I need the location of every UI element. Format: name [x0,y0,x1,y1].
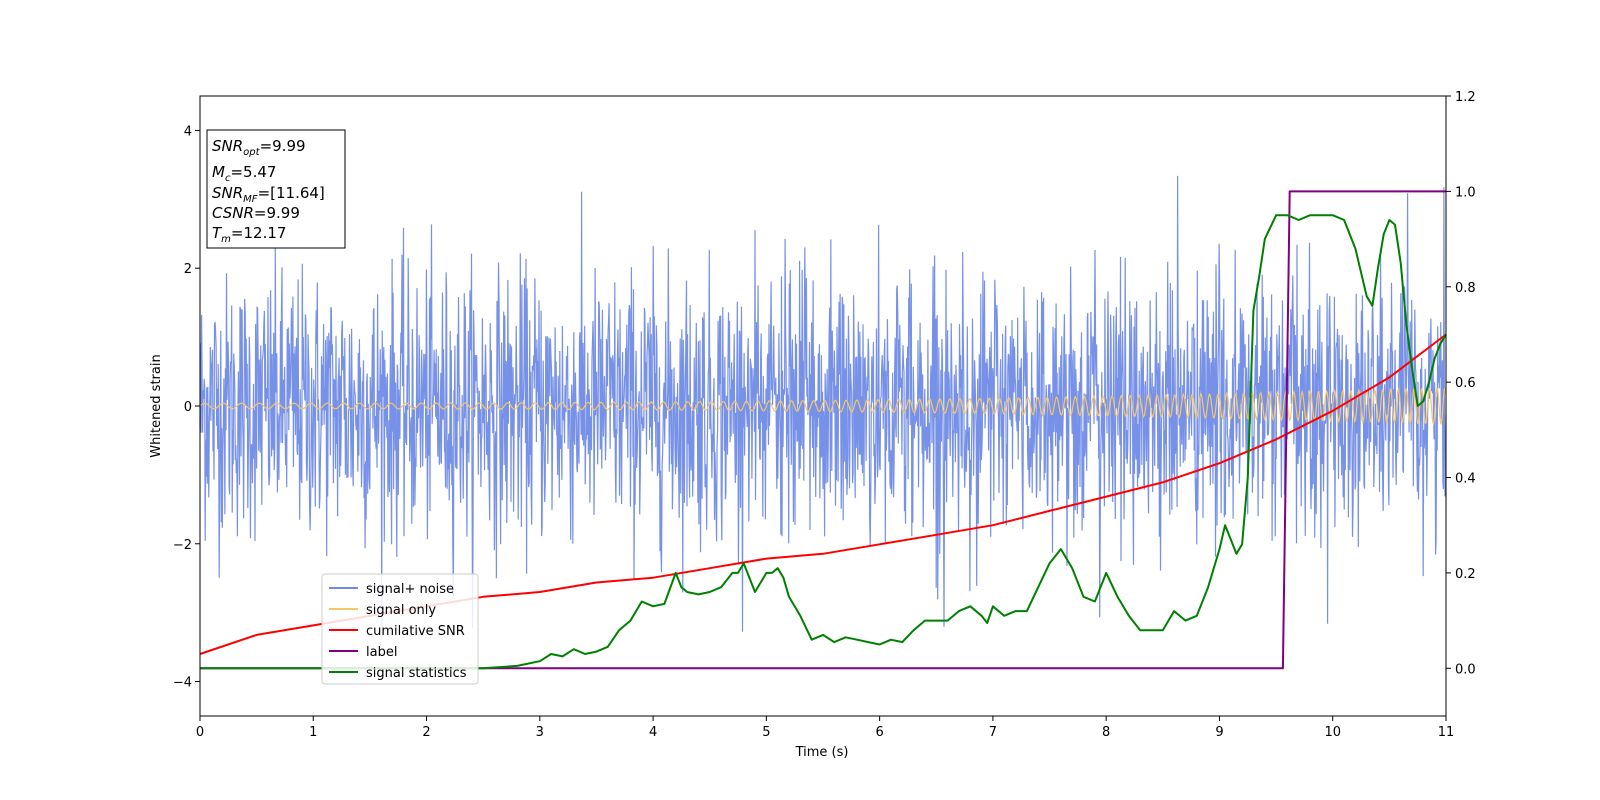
y2-tick-label: 0.0 [1455,662,1476,677]
legend-entries: signal+ noise signal only cumilative SNR la… [329,582,467,681]
x-tick-label: 8 [1102,725,1110,740]
x-tick-label: 2 [422,725,430,740]
signal-only-line [199,386,1447,427]
signal-noise-series-layer [199,175,1447,634]
x-tick-label: 3 [536,725,544,740]
signal-statistics-line [200,214,1447,670]
y2-tick-label: 0.4 [1455,472,1476,487]
info-mc: Mc=5.47 [212,163,276,184]
info-snr-opt-base: SNR [212,137,243,155]
y-tick-label: 2 [184,262,192,277]
y-tick-label: 4 [184,124,192,139]
y2-tick-label: 1.2 [1455,90,1476,105]
legend-label-cumilative-snr: cumilative SNR [366,624,465,639]
legend-label-signal-only: signal only [366,603,436,618]
info-csnr-value: =9.99 [254,204,300,222]
y2-tick-label: 1.0 [1455,185,1476,200]
x-axis-label: Time (s) [795,745,849,760]
info-tm: Tm=12.17 [212,224,286,245]
legend-label-label: label [366,645,397,660]
x-tick-label: 11 [1438,725,1455,740]
x-tick-label: 9 [1215,725,1223,740]
y-axis-label: Whitened strain [149,354,164,457]
x-tick-label: 10 [1324,725,1341,740]
x-tick-label: 5 [762,725,770,740]
info-csnr: CSNR=9.99 [212,204,300,222]
info-snr-mf: SNRMF=[11.64] [212,184,325,205]
legend-label-signal-noise: signal+ noise [366,582,454,597]
info-box-frame [206,129,346,249]
signal-only-series-layer [199,386,1447,427]
y2-tick-label: 0.2 [1455,567,1476,582]
info-tm-sub: m [221,234,231,245]
y2-tick-label: 0.6 [1455,376,1476,391]
axes-layer: 0 1 2 3 4 5 6 7 8 9 10 11 4 2 0 −2 −4 1.2 1.0 0.8 0.6 0.4 0.2 0… [173,90,1476,740]
info-mc-value: =5.47 [230,163,276,181]
x-tick-label: 7 [989,725,997,740]
info-box: SNRopt=9.99 Mc=5.47 SNRMF=[11.64] CSNR=9… [206,129,346,249]
x-tick-label: 6 [875,725,883,740]
x-tick-label: 4 [649,725,657,740]
legend-label-signal-statistics: signal statistics [366,666,467,681]
x-tick-label: 1 [309,725,317,740]
signal-noise-line [199,175,1447,634]
info-snr-mf-sub: MF [243,194,258,205]
y-tick-label: 0 [184,400,192,415]
info-mc-base: M [212,163,225,181]
info-snr-opt-value: =9.99 [260,137,306,155]
legend: signal+ noise signal only cumilative SNR la… [321,573,479,685]
info-mc-sub: c [225,173,231,184]
info-snr-opt: SNRopt=9.99 [212,137,306,158]
info-snr-opt-sub: opt [243,147,260,158]
x-tick-label: 0 [196,725,204,740]
y-tick-label: −2 [173,538,192,553]
legend-frame [321,573,479,685]
info-snr-mf-value: =[11.64] [258,184,325,202]
info-csnr-base: CSNR [212,204,254,222]
info-tm-value: =12.17 [231,224,287,242]
y2-tick-label: 0.8 [1455,281,1476,296]
info-tm-base: T [212,224,223,242]
label-line [200,190,1446,670]
info-snr-mf-base: SNR [212,184,243,202]
y-tick-label: −4 [173,676,192,691]
